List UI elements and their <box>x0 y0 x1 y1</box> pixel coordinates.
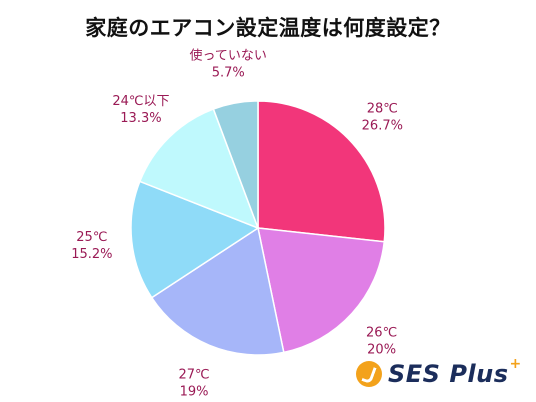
slice-percent-label: 20% <box>367 342 396 357</box>
logo-text: SES Plus <box>388 360 509 388</box>
pie-slice <box>150 226 285 356</box>
slice-category-label: 26℃ <box>366 325 397 340</box>
slice-label: 28℃ 26.7% <box>362 101 403 133</box>
slice-percent-label: 19% <box>180 384 209 399</box>
slice-label: 26℃ 20% <box>366 325 397 357</box>
pie-slice <box>130 180 260 299</box>
pie-labels: 28℃ 26.7%26℃ 20%27℃ 19%25℃ 15.2%24℃以下 13.3%使っ… <box>71 48 403 400</box>
slice-category-label: 使っていない <box>190 48 267 64</box>
slice-percent-label: 13.3% <box>120 111 161 126</box>
slice-category-label: 27℃ <box>178 367 209 382</box>
slice-label: 使っていない 5.7% <box>190 48 267 81</box>
pie-slices <box>130 100 386 356</box>
pie-slice <box>257 100 386 243</box>
slice-category-label: 28℃ <box>367 101 398 116</box>
slice-percent-label: 5.7% <box>212 66 245 81</box>
chart-title: 家庭のエアコン設定温度は何度設定？ <box>85 16 451 40</box>
slice-percent-label: 15.2% <box>71 247 112 262</box>
slice-category-label: 25℃ <box>76 230 107 245</box>
slice-label: 25℃ 15.2% <box>71 230 112 262</box>
logo-mark-icon <box>356 361 382 387</box>
pie-slice <box>138 108 260 230</box>
slice-percent-label: 26.7% <box>362 118 403 133</box>
slice-label: 27℃ 19% <box>178 367 209 399</box>
brand-logo: SES Plus + <box>356 356 522 391</box>
slice-category-label: 24℃以下 <box>112 94 169 109</box>
pie-slice <box>257 227 386 354</box>
pie-slice <box>212 100 259 229</box>
logo-plus: + <box>509 356 522 372</box>
slice-label: 24℃以下 13.3% <box>112 94 169 126</box>
